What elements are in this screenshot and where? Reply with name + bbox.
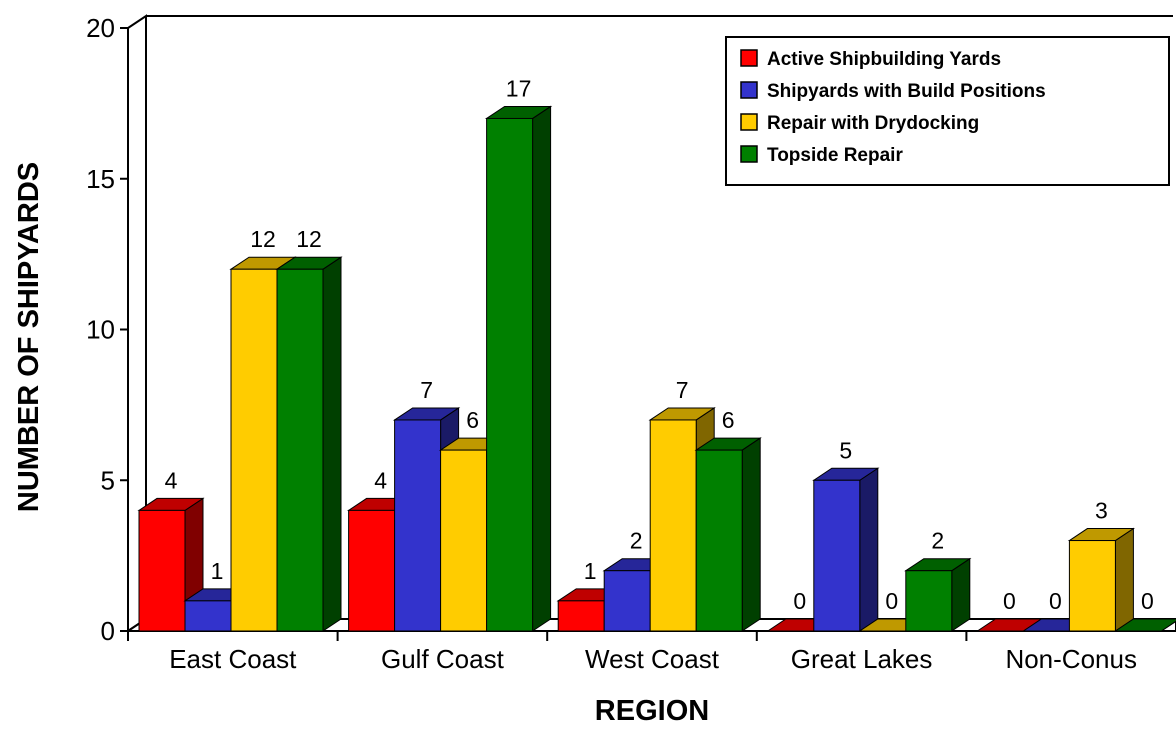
data-label: 4: [165, 467, 178, 493]
data-label: 0: [885, 588, 898, 614]
bar: [904, 557, 972, 632]
legend: Active Shipbuilding Yards Shipyards with …: [725, 36, 1170, 186]
data-label: 4: [374, 467, 387, 493]
x-axis-title: REGION: [595, 695, 709, 727]
data-label: 17: [506, 75, 532, 101]
data-label: 0: [793, 588, 806, 614]
legend-box: [725, 36, 1170, 186]
legend-label: Repair with Drydocking: [767, 113, 979, 134]
legend-label: Shipyards with Build Positions: [767, 81, 1046, 102]
data-label: 1: [211, 558, 224, 584]
y-tick-label: 0: [101, 616, 115, 646]
x-axis: East Coast Gulf Coast West Coast Great Lake…: [127, 630, 1176, 674]
data-label: 12: [296, 226, 322, 252]
y-tick-label: 5: [101, 465, 115, 495]
data-label: 7: [420, 377, 433, 403]
bar: [694, 437, 762, 632]
data-label: 12: [250, 226, 276, 252]
data-label: 0: [1049, 588, 1062, 614]
data-label: 0: [1141, 588, 1154, 614]
legend-label: Topside Repair: [767, 145, 903, 166]
x-tick-label: East Coast: [169, 644, 297, 674]
y-tick-label: 20: [86, 13, 115, 43]
x-tick-label: Great Lakes: [791, 644, 933, 674]
bar: [275, 256, 343, 632]
legend-swatch: [740, 145, 758, 163]
x-tick-label: Non-Conus: [1005, 644, 1137, 674]
bar: [1113, 618, 1176, 632]
y-tick-label: 15: [86, 164, 115, 194]
bar: [812, 467, 880, 632]
y-axis-title: NUMBER OF SHIPYARDS: [13, 162, 45, 512]
bar: [1067, 527, 1136, 632]
data-label: 0: [1003, 588, 1016, 614]
legend-swatch: [740, 81, 758, 99]
data-label: 2: [630, 528, 643, 554]
data-label: 6: [466, 407, 479, 433]
legend-swatch: [740, 49, 758, 67]
data-label: 5: [839, 437, 852, 463]
y-tick-label: 10: [86, 315, 115, 345]
data-label: 6: [722, 407, 735, 433]
legend-label: Active Shipbuilding Yards: [767, 49, 1001, 70]
x-tick-label: West Coast: [585, 644, 720, 674]
y-axis: 0 5 10 15 20: [86, 13, 129, 646]
data-label: 2: [931, 528, 944, 554]
bar: [484, 105, 553, 632]
legend-swatch: [740, 113, 758, 131]
data-label: 7: [676, 377, 689, 403]
data-label: 1: [584, 558, 597, 584]
data-label: 3: [1095, 498, 1108, 524]
bars: [137, 105, 1176, 632]
x-tick-label: Gulf Coast: [381, 644, 505, 674]
